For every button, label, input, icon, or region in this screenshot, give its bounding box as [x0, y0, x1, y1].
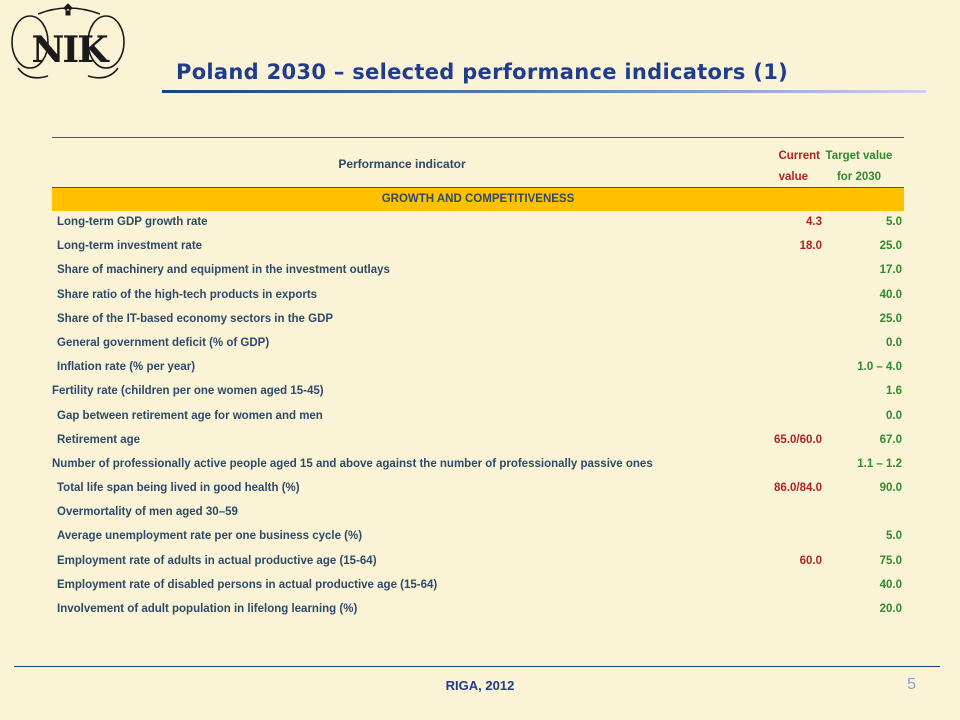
indicator-label: Fertility rate (children per one women a…	[52, 385, 324, 398]
indicator-label: Retirement age	[57, 433, 141, 446]
table-row: Employment rate of adults in actual prod…	[52, 551, 904, 575]
target-value: 17.0	[879, 264, 902, 277]
title-underline	[162, 90, 926, 93]
table-row: Number of professionally active people a…	[52, 454, 904, 478]
target-value: 40.0	[879, 288, 902, 301]
target-value: 25.0	[879, 240, 902, 253]
table-row: Overmortality of men aged 30–59	[52, 502, 904, 526]
current-value: 60.0	[799, 554, 822, 567]
target-value: 0.0	[886, 336, 902, 349]
footer-divider	[14, 666, 940, 667]
indicator-label: Long-term GDP growth rate	[57, 216, 208, 228]
target-value: 1.6	[886, 385, 902, 398]
table-row: Share ratio of the high-tech products in…	[52, 285, 904, 309]
target-value: 90.0	[879, 482, 902, 495]
column-header-indicator: Performance indicator	[338, 157, 466, 171]
table-row: Fertility rate (children per one women a…	[52, 381, 904, 405]
indicator-label: Average unemployment rate per one busine…	[57, 530, 363, 543]
column-header-current-value: Current value	[740, 146, 820, 188]
indicator-table-body: Long-term GDP growth rate 4.3 5.0 Long-t…	[52, 212, 904, 623]
table-top-border	[52, 137, 904, 138]
footer-location: RIGA, 2012	[445, 678, 515, 693]
page-title: Poland 2030 – selected performance indic…	[176, 60, 788, 84]
target-value: 20.0	[879, 603, 902, 615]
indicator-label: Long-term investment rate	[57, 240, 203, 253]
table-row: Employment rate of disabled persons in a…	[52, 575, 904, 599]
indicator-label: Gap between retirement age for women and…	[57, 409, 323, 422]
table-row: Gap between retirement age for women and…	[52, 406, 904, 430]
target-value: 5.0	[886, 216, 902, 228]
section-header-growth: GROWTH AND COMPETITIVENESS	[52, 187, 904, 211]
table-row: Total life span being lived in good heal…	[52, 478, 904, 502]
table-row: Long-term investment rate 18.0 25.0	[52, 236, 904, 260]
nik-logo: NIK	[8, 2, 130, 84]
current-value: 18.0	[799, 240, 822, 253]
indicator-label: Employment rate of disabled persons in a…	[57, 578, 438, 591]
target-value: 75.0	[879, 554, 902, 567]
indicator-label: Employment rate of adults in actual prod…	[57, 554, 377, 567]
indicator-label: Share ratio of the high-tech products in…	[57, 288, 318, 301]
target-value: 0.0	[886, 409, 902, 422]
column-header-current-line2: value	[778, 171, 808, 183]
current-value: 65.0/60.0	[774, 433, 822, 446]
column-header-target-line1: Target value	[825, 150, 893, 162]
indicator-label: Share of machinery and equipment in the …	[57, 264, 390, 277]
table-row: Long-term GDP growth rate 4.3 5.0	[52, 212, 904, 236]
indicator-label: General government deficit (% of GDP)	[57, 336, 270, 349]
target-value: 1.1 – 1.2	[857, 457, 902, 470]
column-header-current-line1: Current	[778, 150, 820, 162]
table-row: General government deficit (% of GDP) 0.…	[52, 333, 904, 357]
page-number: 5	[907, 676, 916, 693]
indicator-label: Share of the IT-based economy sectors in…	[57, 312, 334, 325]
indicator-label: Total life span being lived in good heal…	[57, 482, 300, 495]
table-row: Inflation rate (% per year) 1.0 – 4.0	[52, 357, 904, 381]
column-header-target-line2: for 2030	[836, 171, 882, 183]
table-row: Share of machinery and equipment in the …	[52, 260, 904, 284]
table-row: Retirement age 65.0/60.0 67.0	[52, 430, 904, 454]
table-row: Involvement of adult population in lifel…	[52, 599, 904, 623]
svg-text:NIK: NIK	[31, 29, 110, 71]
target-value: 67.0	[879, 433, 902, 446]
indicator-label: Involvement of adult population in lifel…	[57, 603, 358, 615]
indicator-label: Overmortality of men aged 30–59	[57, 506, 238, 519]
column-header-target-value: Target value for 2030	[812, 146, 906, 188]
current-value: 4.3	[806, 216, 822, 228]
target-value: 1.0 – 4.0	[857, 361, 902, 374]
target-value: 5.0	[886, 530, 902, 543]
current-value: 86.0/84.0	[774, 482, 822, 495]
indicator-label: Inflation rate (% per year)	[57, 361, 196, 374]
table-row: Average unemployment rate per one busine…	[52, 526, 904, 550]
target-value: 25.0	[879, 312, 902, 325]
indicator-label: Number of professionally active people a…	[52, 457, 653, 470]
target-value: 40.0	[879, 578, 902, 591]
table-row: Share of the IT-based economy sectors in…	[52, 309, 904, 333]
